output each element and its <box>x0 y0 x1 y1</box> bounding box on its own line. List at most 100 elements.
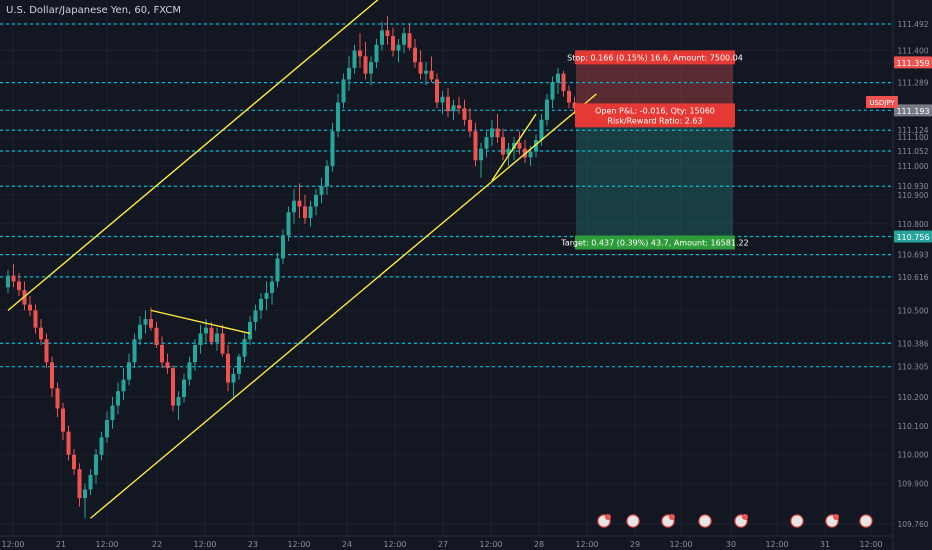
event-badge-icon <box>605 514 611 520</box>
trendlines[interactable] <box>7 0 597 519</box>
candle-body <box>319 186 324 195</box>
position-zones <box>576 62 733 237</box>
event-markers[interactable] <box>597 514 873 528</box>
time-tick-label: 12:00 <box>193 540 216 549</box>
candle-body <box>374 44 379 63</box>
candle-body <box>204 327 208 334</box>
price-tick-label: 110.200 <box>897 393 928 402</box>
candle-body <box>88 474 93 490</box>
stop-label-text: Stop: 0.166 (0.15%) 16.6, Amount: 7500.0… <box>567 53 743 62</box>
time-tick-label: 22 <box>152 540 162 549</box>
price-tick-label: 109.900 <box>897 480 928 489</box>
time-tick-label: 31 <box>820 540 830 549</box>
time-tick-label: 28 <box>534 540 544 549</box>
price-axis-panel <box>893 0 932 550</box>
candle-body <box>567 90 571 103</box>
candle-body <box>512 142 516 149</box>
ticker-badge <box>866 95 898 108</box>
candle-body <box>187 362 192 380</box>
candle-body <box>154 327 159 346</box>
candle-body <box>451 105 456 112</box>
price-tick-label: 110.693 <box>897 251 928 260</box>
price-tick-label: 111.492 <box>897 20 928 29</box>
candle-body <box>28 304 32 311</box>
candle-body <box>237 356 241 374</box>
candle-body <box>132 339 137 363</box>
candle-body <box>528 151 533 158</box>
price-tick-label: 110.386 <box>897 339 928 348</box>
candle-body <box>556 73 560 83</box>
time-tick-label: 12:00 <box>479 540 502 549</box>
symbol-title: U.S. Dollar/Japanese Yen, 60, FXCM <box>6 5 181 16</box>
candle-body <box>391 36 395 51</box>
position-labels: Stop: 0.166 (0.15%) 16.6, Amount: 7500.0… <box>560 50 749 250</box>
candle-body <box>83 489 87 499</box>
price-tick-label: 110.616 <box>897 273 928 282</box>
time-tick-label: 12:00 <box>383 540 406 549</box>
candle-body <box>341 79 346 103</box>
time-tick-label: 27 <box>438 540 448 549</box>
candle-body <box>259 298 263 311</box>
candle-body <box>253 310 258 322</box>
time-tick-label: 21 <box>56 540 66 549</box>
candle-body <box>314 194 318 207</box>
candle-body <box>121 379 126 392</box>
price-tag <box>894 230 932 243</box>
candle-body <box>385 30 390 37</box>
candle-body <box>66 431 71 455</box>
candle-body <box>264 293 269 299</box>
event-badge-icon <box>833 514 839 520</box>
channel-upper-line <box>7 0 379 311</box>
candle-body <box>347 67 351 80</box>
time-tick-label: 12:00 <box>765 540 788 549</box>
candle-body <box>50 362 54 389</box>
price-tag <box>894 56 932 69</box>
price-axis[interactable]: 111.492 111.400 111.359 111.289 111.193 111.1… <box>866 0 932 550</box>
candle-body <box>39 327 43 340</box>
price-tick-label: 110.000 <box>897 451 928 460</box>
price-tag <box>894 104 932 117</box>
price-tick-label: 111.193 <box>896 107 929 116</box>
stop-label <box>575 50 735 65</box>
candle-body <box>209 327 214 343</box>
candle-body <box>116 391 120 406</box>
price-tick-label: 111.359 <box>896 59 929 68</box>
candle-body <box>413 47 417 63</box>
candle-body <box>352 50 357 68</box>
candle-body <box>534 140 538 152</box>
triangle-line-1 <box>150 309 251 335</box>
candle-body <box>17 281 21 291</box>
candle-body <box>539 119 544 141</box>
event-marker-icon <box>859 514 873 528</box>
time-tick-label: 24 <box>342 540 352 549</box>
candle-body <box>358 50 362 57</box>
candle-body <box>215 333 219 343</box>
candle-body <box>501 137 505 155</box>
event-badge-icon <box>669 514 675 520</box>
candle-body <box>231 373 236 383</box>
target-label-text: Target: 0.437 (0.39%) 43.7, Amount: 1658… <box>560 238 748 247</box>
price-tick-label: 111.052 <box>897 147 928 156</box>
price-tick-label: 110.756 <box>896 233 929 242</box>
candle-body <box>517 142 522 149</box>
ticker-badge-label: USDJPY <box>869 99 895 107</box>
candle-body <box>44 339 49 363</box>
candle-body <box>149 319 153 328</box>
candle-body <box>506 148 511 155</box>
price-tick-label: 110.500 <box>897 306 928 315</box>
candle-body <box>105 420 109 438</box>
candle-body <box>127 362 131 380</box>
target-zone <box>576 110 733 237</box>
price-tick-label: 109.760 <box>897 520 928 529</box>
time-axis[interactable]: 12:00 21 12:00 22 12:00 23 12:00 24 12:00 27 12:00… <box>0 535 893 549</box>
candle-body <box>143 319 148 325</box>
price-tick-label: 110.800 <box>897 220 928 229</box>
time-tick-label: 12:00 <box>1 540 24 549</box>
candle-body <box>457 105 461 109</box>
candle-body <box>72 454 76 470</box>
candle-body <box>55 388 60 409</box>
candle-body <box>99 437 104 455</box>
candle-body <box>292 200 296 213</box>
event-badge-icon <box>742 514 748 520</box>
